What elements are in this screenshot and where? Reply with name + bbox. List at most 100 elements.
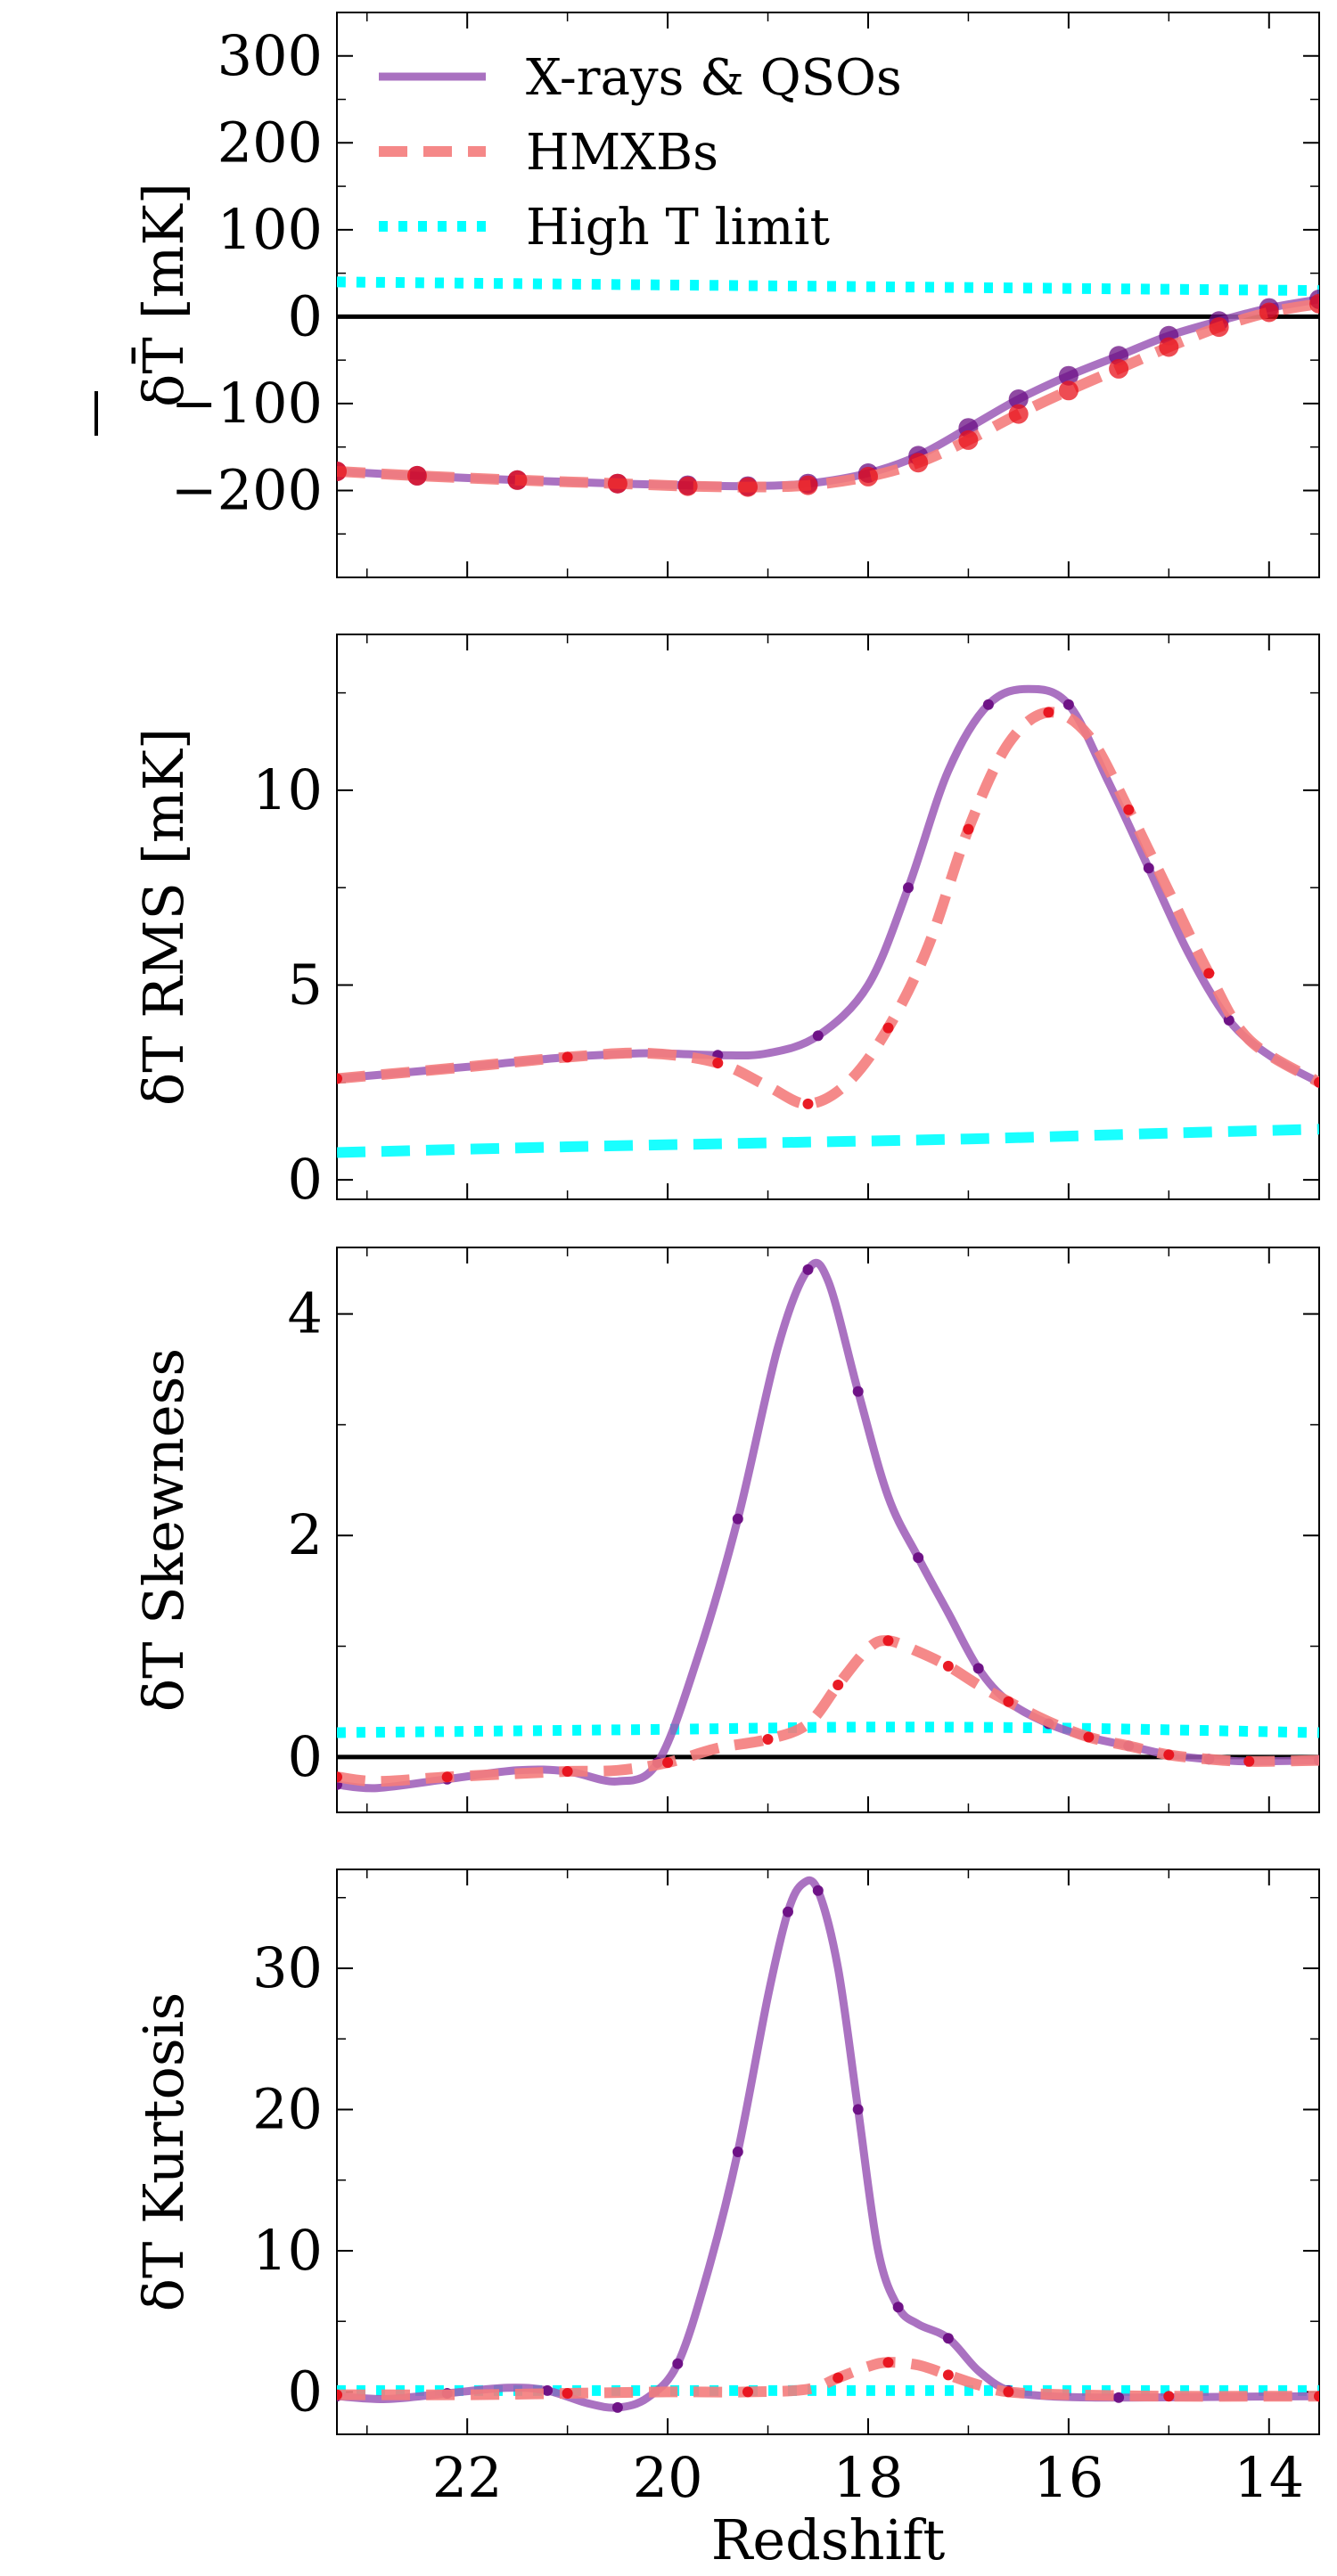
data-point (812, 1885, 824, 1896)
panel-kurtosis: 0 10 20 30 22 20 18 16 14 δT Kurtosis Redshift (131, 1869, 1320, 2572)
y-tick-label: 0 (288, 1147, 323, 1212)
data-point (1003, 2386, 1014, 2398)
series-line-high-t-limit (337, 1124, 1319, 1158)
x-axis-label: Redshift (711, 2507, 946, 2572)
x-tick-label: 14 (1234, 2445, 1304, 2510)
data-point (942, 2333, 954, 2344)
data-point (1003, 1696, 1014, 1707)
data-point (1159, 337, 1179, 357)
x-tick-label: 22 (432, 2445, 503, 2510)
data-point (892, 2302, 904, 2313)
data-point (833, 2372, 844, 2384)
y-tick-label: 2 (288, 1502, 323, 1567)
data-point (1043, 707, 1054, 718)
y-tick-label: 30 (252, 1935, 323, 2000)
y-tick-label: 20 (252, 2076, 323, 2141)
data-point (982, 699, 994, 710)
legend: X-rays & QSOs HMXBs High T limit (379, 49, 902, 257)
data-point (337, 1771, 342, 1783)
y-tick-label: −200 (171, 457, 323, 522)
data-point (913, 1552, 924, 1564)
data-point (611, 2401, 623, 2413)
data-point (972, 1663, 984, 1674)
data-point (762, 1734, 774, 1745)
y-axis-label: δT Kurtosis (131, 1992, 196, 2312)
plot-frame (336, 1869, 1320, 2435)
data-point (732, 2147, 743, 2157)
plot-frame (336, 1247, 1320, 1813)
data-point (562, 2388, 573, 2399)
data-point (407, 465, 427, 486)
data-point (852, 2104, 864, 2115)
y-tick-label: 100 (217, 197, 323, 262)
data-point (1113, 2392, 1125, 2403)
data-point (802, 1263, 814, 1275)
series-line-x-rays-qsos (337, 1876, 1319, 2412)
data-point (833, 1680, 844, 1690)
data-point (882, 2357, 894, 2368)
y-tick-label: 300 (217, 23, 323, 88)
data-point (882, 1635, 894, 1647)
data-point (1123, 804, 1135, 815)
data-point (1259, 302, 1279, 323)
data-point (441, 1771, 453, 1783)
data-point (562, 1051, 573, 1063)
data-point (1163, 1749, 1175, 1761)
data-point (1083, 1731, 1095, 1743)
data-point (1062, 699, 1074, 710)
series-line-hmxbs (337, 2357, 1319, 2402)
data-point (1058, 380, 1079, 401)
legend-label: High T limit (526, 199, 830, 257)
data-point (1163, 2391, 1175, 2402)
data-point (942, 2369, 954, 2381)
data-point (1203, 968, 1215, 979)
data-point (1314, 2391, 1319, 2402)
data-point (732, 1513, 743, 1525)
data-point (337, 2389, 342, 2400)
data-point (1314, 1076, 1319, 1088)
data-point (908, 453, 929, 473)
panel-rms: 0 5 10 δT RMS [mK] (131, 634, 1320, 1212)
data-point (1143, 863, 1154, 874)
panel-skewness: 0 2 4 δT Skewness (131, 1247, 1320, 1813)
series-line-hmxbs (337, 1635, 1319, 1787)
data-point (1008, 404, 1029, 424)
y-tick-label: −100 (171, 371, 323, 436)
x-tick-label: 16 (1033, 2445, 1103, 2510)
data-point (958, 429, 979, 450)
data-point (882, 1022, 894, 1034)
data-point (562, 1766, 573, 1777)
y-tick-label: 4 (288, 1281, 323, 1346)
y-tick-label: 10 (252, 757, 323, 822)
data-point (672, 2358, 684, 2369)
y-axis-label: δT̄ [mK] (131, 183, 196, 407)
data-point (852, 1386, 864, 1397)
x-tick-label: 20 (633, 2445, 703, 2510)
data-point (903, 882, 914, 894)
y-axis-label: δT Skewness (131, 1348, 196, 1712)
data-point (542, 2384, 554, 2396)
data-point (337, 462, 347, 481)
x-tick-label: 18 (833, 2445, 904, 2510)
data-point (1058, 365, 1079, 386)
panel-mean-brightness-temperature: −200 −100 0 100 200 300 δT̄ [mK] X-rays & QSOs H… (94, 12, 1320, 578)
y-tick-label: 5 (288, 953, 323, 1018)
legend-label: HMXBs (526, 124, 718, 182)
data-point (1209, 317, 1229, 338)
legend-label: X-rays & QSOs (526, 49, 902, 107)
y-axis-label: δT RMS [mK] (131, 728, 196, 1106)
y-tick-label: 200 (217, 110, 323, 175)
data-point (858, 466, 878, 487)
data-point (712, 1058, 724, 1068)
data-point (507, 470, 528, 490)
data-point (337, 1073, 342, 1084)
data-point (1008, 389, 1029, 409)
data-point (802, 1098, 814, 1109)
y-tick-label: 10 (252, 2218, 323, 2283)
data-point (1309, 293, 1319, 314)
data-point (662, 1757, 674, 1769)
y-tick-label: 0 (288, 2359, 323, 2424)
series-line-high-t-limit (337, 276, 1319, 297)
series-line-hmxbs (337, 707, 1319, 1109)
